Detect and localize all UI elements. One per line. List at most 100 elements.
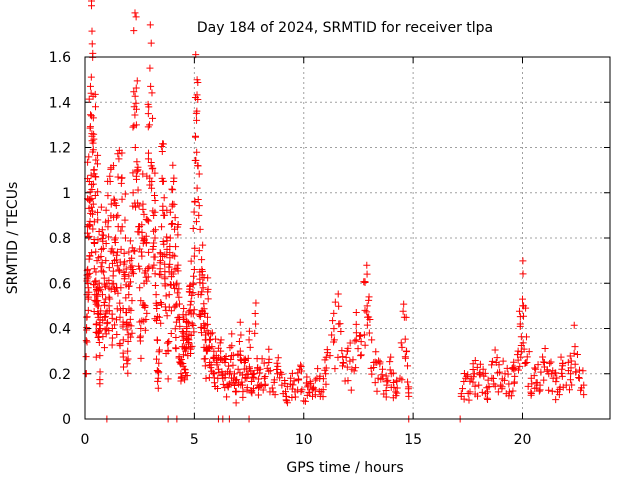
data-point xyxy=(567,357,575,365)
data-point xyxy=(274,354,282,362)
data-point xyxy=(575,366,583,374)
data-point xyxy=(108,310,116,318)
data-point xyxy=(124,355,132,363)
y-tick-label: 1.4 xyxy=(49,95,71,111)
data-point xyxy=(533,379,541,387)
data-point xyxy=(127,333,135,341)
data-point xyxy=(157,300,165,308)
data-point xyxy=(125,282,133,290)
data-point xyxy=(405,383,413,391)
data-point xyxy=(142,232,150,240)
x-tick-label: 20 xyxy=(514,432,532,448)
data-point xyxy=(148,89,156,97)
data-point xyxy=(154,384,162,392)
data-point xyxy=(119,363,127,371)
data-point xyxy=(123,356,131,364)
data-point xyxy=(471,390,479,398)
data-point xyxy=(192,133,200,141)
data-point xyxy=(294,369,302,377)
data-point xyxy=(387,383,395,391)
data-point xyxy=(552,396,560,404)
data-point xyxy=(179,329,187,337)
data-point xyxy=(357,352,365,360)
data-point xyxy=(110,195,118,203)
data-point xyxy=(151,208,159,216)
data-point xyxy=(116,342,124,350)
data-point xyxy=(354,345,362,353)
data-point xyxy=(170,200,178,208)
data-point xyxy=(169,161,177,169)
data-point xyxy=(108,334,116,342)
data-point xyxy=(475,370,483,378)
data-point xyxy=(402,348,410,356)
data-point xyxy=(86,252,94,260)
data-point xyxy=(484,376,492,384)
data-point xyxy=(245,336,253,344)
y-tick-label: 1.2 xyxy=(49,141,71,157)
data-point xyxy=(185,288,193,296)
data-point xyxy=(111,238,119,246)
data-point xyxy=(371,379,379,387)
data-point xyxy=(147,82,155,90)
data-point xyxy=(249,373,257,381)
data-point xyxy=(159,140,167,148)
data-point xyxy=(97,307,105,315)
y-tick-label: 0.8 xyxy=(49,231,71,247)
data-point xyxy=(568,381,576,389)
data-point xyxy=(85,153,93,161)
data-point xyxy=(514,366,522,374)
data-point xyxy=(171,325,179,333)
data-point xyxy=(160,194,168,202)
data-point xyxy=(273,359,281,367)
data-point xyxy=(124,369,132,377)
data-point xyxy=(265,355,273,363)
data-point xyxy=(520,345,528,353)
data-point xyxy=(498,385,506,393)
data-point xyxy=(516,362,524,370)
data-point xyxy=(261,380,269,388)
data-point xyxy=(129,169,137,177)
data-point xyxy=(401,335,409,343)
data-point xyxy=(221,374,229,382)
data-point xyxy=(357,351,365,359)
data-point xyxy=(278,381,286,389)
data-point xyxy=(516,322,524,330)
data-point xyxy=(322,353,330,361)
data-point xyxy=(288,385,296,393)
data-point xyxy=(126,237,134,245)
data-point xyxy=(398,343,406,351)
data-point xyxy=(522,359,530,367)
data-point xyxy=(405,389,413,397)
data-point xyxy=(342,353,350,361)
data-point xyxy=(288,369,296,377)
data-point xyxy=(128,329,136,337)
data-point xyxy=(92,248,100,256)
data-point xyxy=(228,342,236,350)
data-point xyxy=(187,332,195,340)
data-point xyxy=(132,175,140,183)
data-point xyxy=(386,358,394,366)
x-tick-label: 0 xyxy=(81,432,90,448)
data-point xyxy=(339,359,347,367)
data-point xyxy=(86,195,94,203)
data-point xyxy=(130,27,138,35)
data-point xyxy=(104,192,112,200)
data-point xyxy=(522,304,530,312)
data-point xyxy=(136,245,144,253)
data-point xyxy=(92,277,100,285)
data-point xyxy=(305,388,313,396)
data-point xyxy=(172,302,180,310)
data-point xyxy=(208,329,216,337)
data-point xyxy=(82,337,90,345)
data-point xyxy=(179,336,187,344)
data-point xyxy=(382,387,390,395)
y-tick-labels: 0 0.2 0.4 0.6 0.8 1 1.2 1.4 1.6 xyxy=(49,50,71,428)
data-point xyxy=(319,375,327,383)
data-point xyxy=(558,369,566,377)
data-point xyxy=(141,326,149,334)
data-point xyxy=(121,258,129,266)
data-point xyxy=(229,361,237,369)
data-point xyxy=(113,251,121,259)
data-point xyxy=(565,386,573,394)
data-point xyxy=(105,233,113,241)
